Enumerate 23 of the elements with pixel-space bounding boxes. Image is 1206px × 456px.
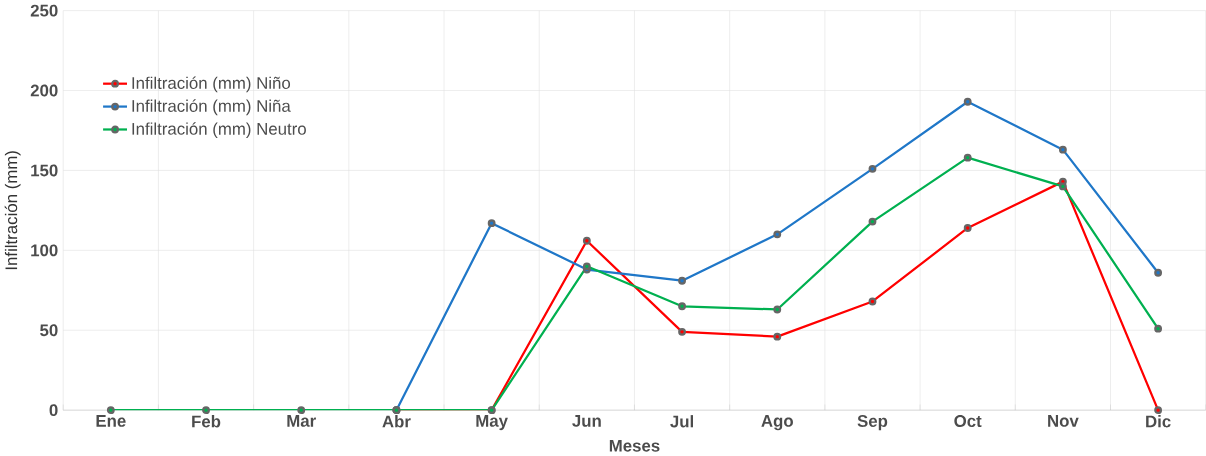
- x-tick-label: Jun: [572, 414, 601, 427]
- x-tick-label: Jul: [670, 414, 694, 428]
- y-tick-label: 0: [49, 404, 58, 416]
- y-tick-label: 50: [40, 324, 58, 336]
- y-axis-title: Infiltración (mm): [4, 150, 21, 269]
- legend-label: Infiltración (mm) Niño: [132, 76, 291, 93]
- x-tick-label: Dic: [1146, 414, 1171, 428]
- x-tick-label: Ene: [96, 414, 126, 427]
- x-tick-label: Abr: [382, 414, 411, 428]
- y-tick-label: 250: [30, 4, 58, 17]
- x-tick-label: Mar: [287, 414, 316, 427]
- legend-label: Infiltración (mm) Neutro: [132, 122, 306, 138]
- x-axis-title: Meses: [609, 439, 660, 452]
- x-tick-label: Feb: [192, 414, 221, 428]
- legend-label: Infiltración (mm) Niña: [132, 99, 291, 116]
- x-tick-label: Ago: [761, 414, 793, 431]
- x-tick-label: Nov: [1048, 414, 1079, 427]
- x-tick-label: Oct: [954, 414, 982, 427]
- x-tick-label: May: [476, 414, 508, 430]
- y-tick-label: 100: [31, 244, 58, 257]
- x-tick-label: Sep: [857, 414, 888, 431]
- y-tick-label: 200: [30, 84, 58, 97]
- y-tick-label: 150: [31, 164, 58, 177]
